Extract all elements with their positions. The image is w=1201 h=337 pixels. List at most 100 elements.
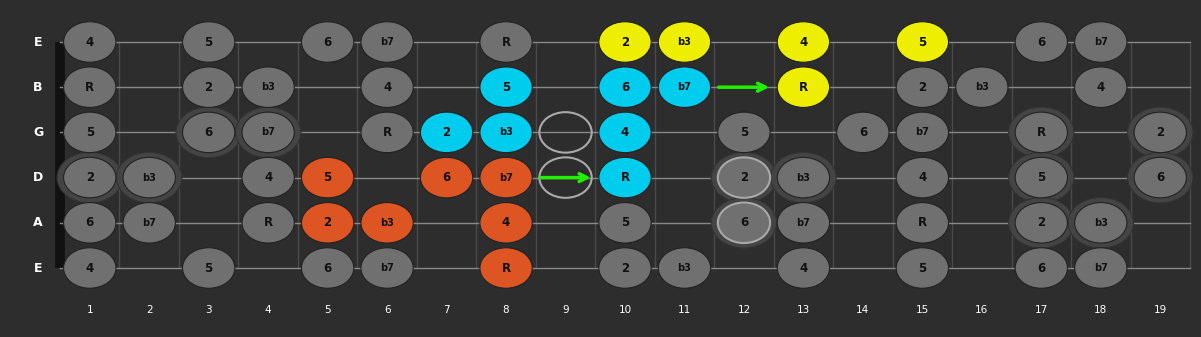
Text: R: R — [918, 216, 927, 229]
Ellipse shape — [658, 67, 711, 108]
Text: b3: b3 — [677, 37, 692, 47]
Text: 17: 17 — [1035, 305, 1048, 315]
Text: 11: 11 — [677, 305, 691, 315]
Ellipse shape — [123, 203, 175, 243]
Ellipse shape — [1134, 112, 1187, 153]
Ellipse shape — [64, 67, 116, 108]
Ellipse shape — [235, 107, 301, 158]
Ellipse shape — [896, 203, 949, 243]
Ellipse shape — [64, 157, 116, 198]
Text: 5: 5 — [324, 305, 331, 315]
Ellipse shape — [777, 248, 830, 288]
Text: 19: 19 — [1154, 305, 1167, 315]
Text: 2: 2 — [740, 171, 748, 184]
Text: 9: 9 — [562, 305, 569, 315]
Ellipse shape — [1015, 112, 1068, 153]
Text: 8: 8 — [503, 305, 509, 315]
Text: 4: 4 — [85, 35, 94, 49]
Text: A: A — [34, 216, 43, 229]
Ellipse shape — [1009, 152, 1074, 203]
Text: G: G — [32, 126, 43, 139]
Ellipse shape — [116, 152, 181, 203]
Text: b7: b7 — [381, 37, 394, 47]
Text: R: R — [502, 262, 510, 275]
Text: 2: 2 — [204, 81, 213, 94]
Ellipse shape — [711, 197, 777, 248]
Text: 5: 5 — [204, 35, 213, 49]
Text: 4: 4 — [919, 171, 926, 184]
Text: b3: b3 — [677, 263, 692, 273]
Ellipse shape — [480, 248, 532, 288]
Ellipse shape — [301, 157, 354, 198]
Text: b3: b3 — [1094, 218, 1107, 228]
Ellipse shape — [599, 203, 651, 243]
Ellipse shape — [64, 112, 116, 153]
Ellipse shape — [896, 157, 949, 198]
Text: 6: 6 — [442, 171, 450, 184]
Ellipse shape — [1009, 107, 1074, 158]
Ellipse shape — [718, 203, 770, 243]
Text: 4: 4 — [383, 81, 392, 94]
Text: D: D — [32, 171, 43, 184]
Text: 4: 4 — [800, 35, 807, 49]
Text: 5: 5 — [1038, 171, 1045, 184]
Text: 7: 7 — [443, 305, 450, 315]
Ellipse shape — [123, 157, 175, 198]
Ellipse shape — [241, 112, 294, 153]
Text: 10: 10 — [619, 305, 632, 315]
Ellipse shape — [420, 157, 473, 198]
Text: 4: 4 — [85, 262, 94, 275]
Text: 2: 2 — [323, 216, 331, 229]
Ellipse shape — [362, 22, 413, 62]
Text: B: B — [34, 81, 43, 94]
Text: 5: 5 — [85, 126, 94, 139]
Ellipse shape — [241, 67, 294, 108]
Text: R: R — [799, 81, 808, 94]
Text: 6: 6 — [1038, 35, 1045, 49]
Text: 12: 12 — [737, 305, 751, 315]
Text: 4: 4 — [621, 126, 629, 139]
Text: 6: 6 — [859, 126, 867, 139]
Text: b7: b7 — [915, 127, 930, 137]
Ellipse shape — [183, 22, 235, 62]
Ellipse shape — [599, 248, 651, 288]
Text: b3: b3 — [381, 218, 394, 228]
Text: E: E — [34, 35, 42, 49]
Text: b3: b3 — [142, 173, 156, 183]
Text: 6: 6 — [384, 305, 390, 315]
Ellipse shape — [362, 248, 413, 288]
Text: 16: 16 — [975, 305, 988, 315]
Ellipse shape — [658, 22, 711, 62]
Text: 5: 5 — [919, 35, 926, 49]
Ellipse shape — [1128, 107, 1193, 158]
Ellipse shape — [1134, 157, 1187, 198]
Ellipse shape — [658, 248, 711, 288]
Ellipse shape — [1075, 67, 1127, 108]
Text: 13: 13 — [796, 305, 809, 315]
Text: 5: 5 — [502, 81, 510, 94]
Ellipse shape — [362, 112, 413, 153]
Text: b7: b7 — [500, 173, 513, 183]
Text: 5: 5 — [323, 171, 331, 184]
Ellipse shape — [183, 248, 235, 288]
Ellipse shape — [718, 157, 770, 198]
Text: 2: 2 — [621, 262, 629, 275]
Ellipse shape — [777, 22, 830, 62]
Text: 2: 2 — [442, 126, 450, 139]
Text: 18: 18 — [1094, 305, 1107, 315]
Ellipse shape — [599, 67, 651, 108]
Ellipse shape — [896, 248, 949, 288]
Text: 4: 4 — [800, 262, 807, 275]
Ellipse shape — [56, 152, 123, 203]
Ellipse shape — [718, 112, 770, 153]
Ellipse shape — [1128, 152, 1193, 203]
Text: 2: 2 — [85, 171, 94, 184]
Ellipse shape — [362, 203, 413, 243]
Text: 6: 6 — [323, 262, 331, 275]
Ellipse shape — [480, 112, 532, 153]
Text: R: R — [1036, 126, 1046, 139]
Text: b3: b3 — [262, 82, 275, 92]
Text: 6: 6 — [85, 216, 94, 229]
Ellipse shape — [1009, 197, 1074, 248]
Ellipse shape — [896, 67, 949, 108]
